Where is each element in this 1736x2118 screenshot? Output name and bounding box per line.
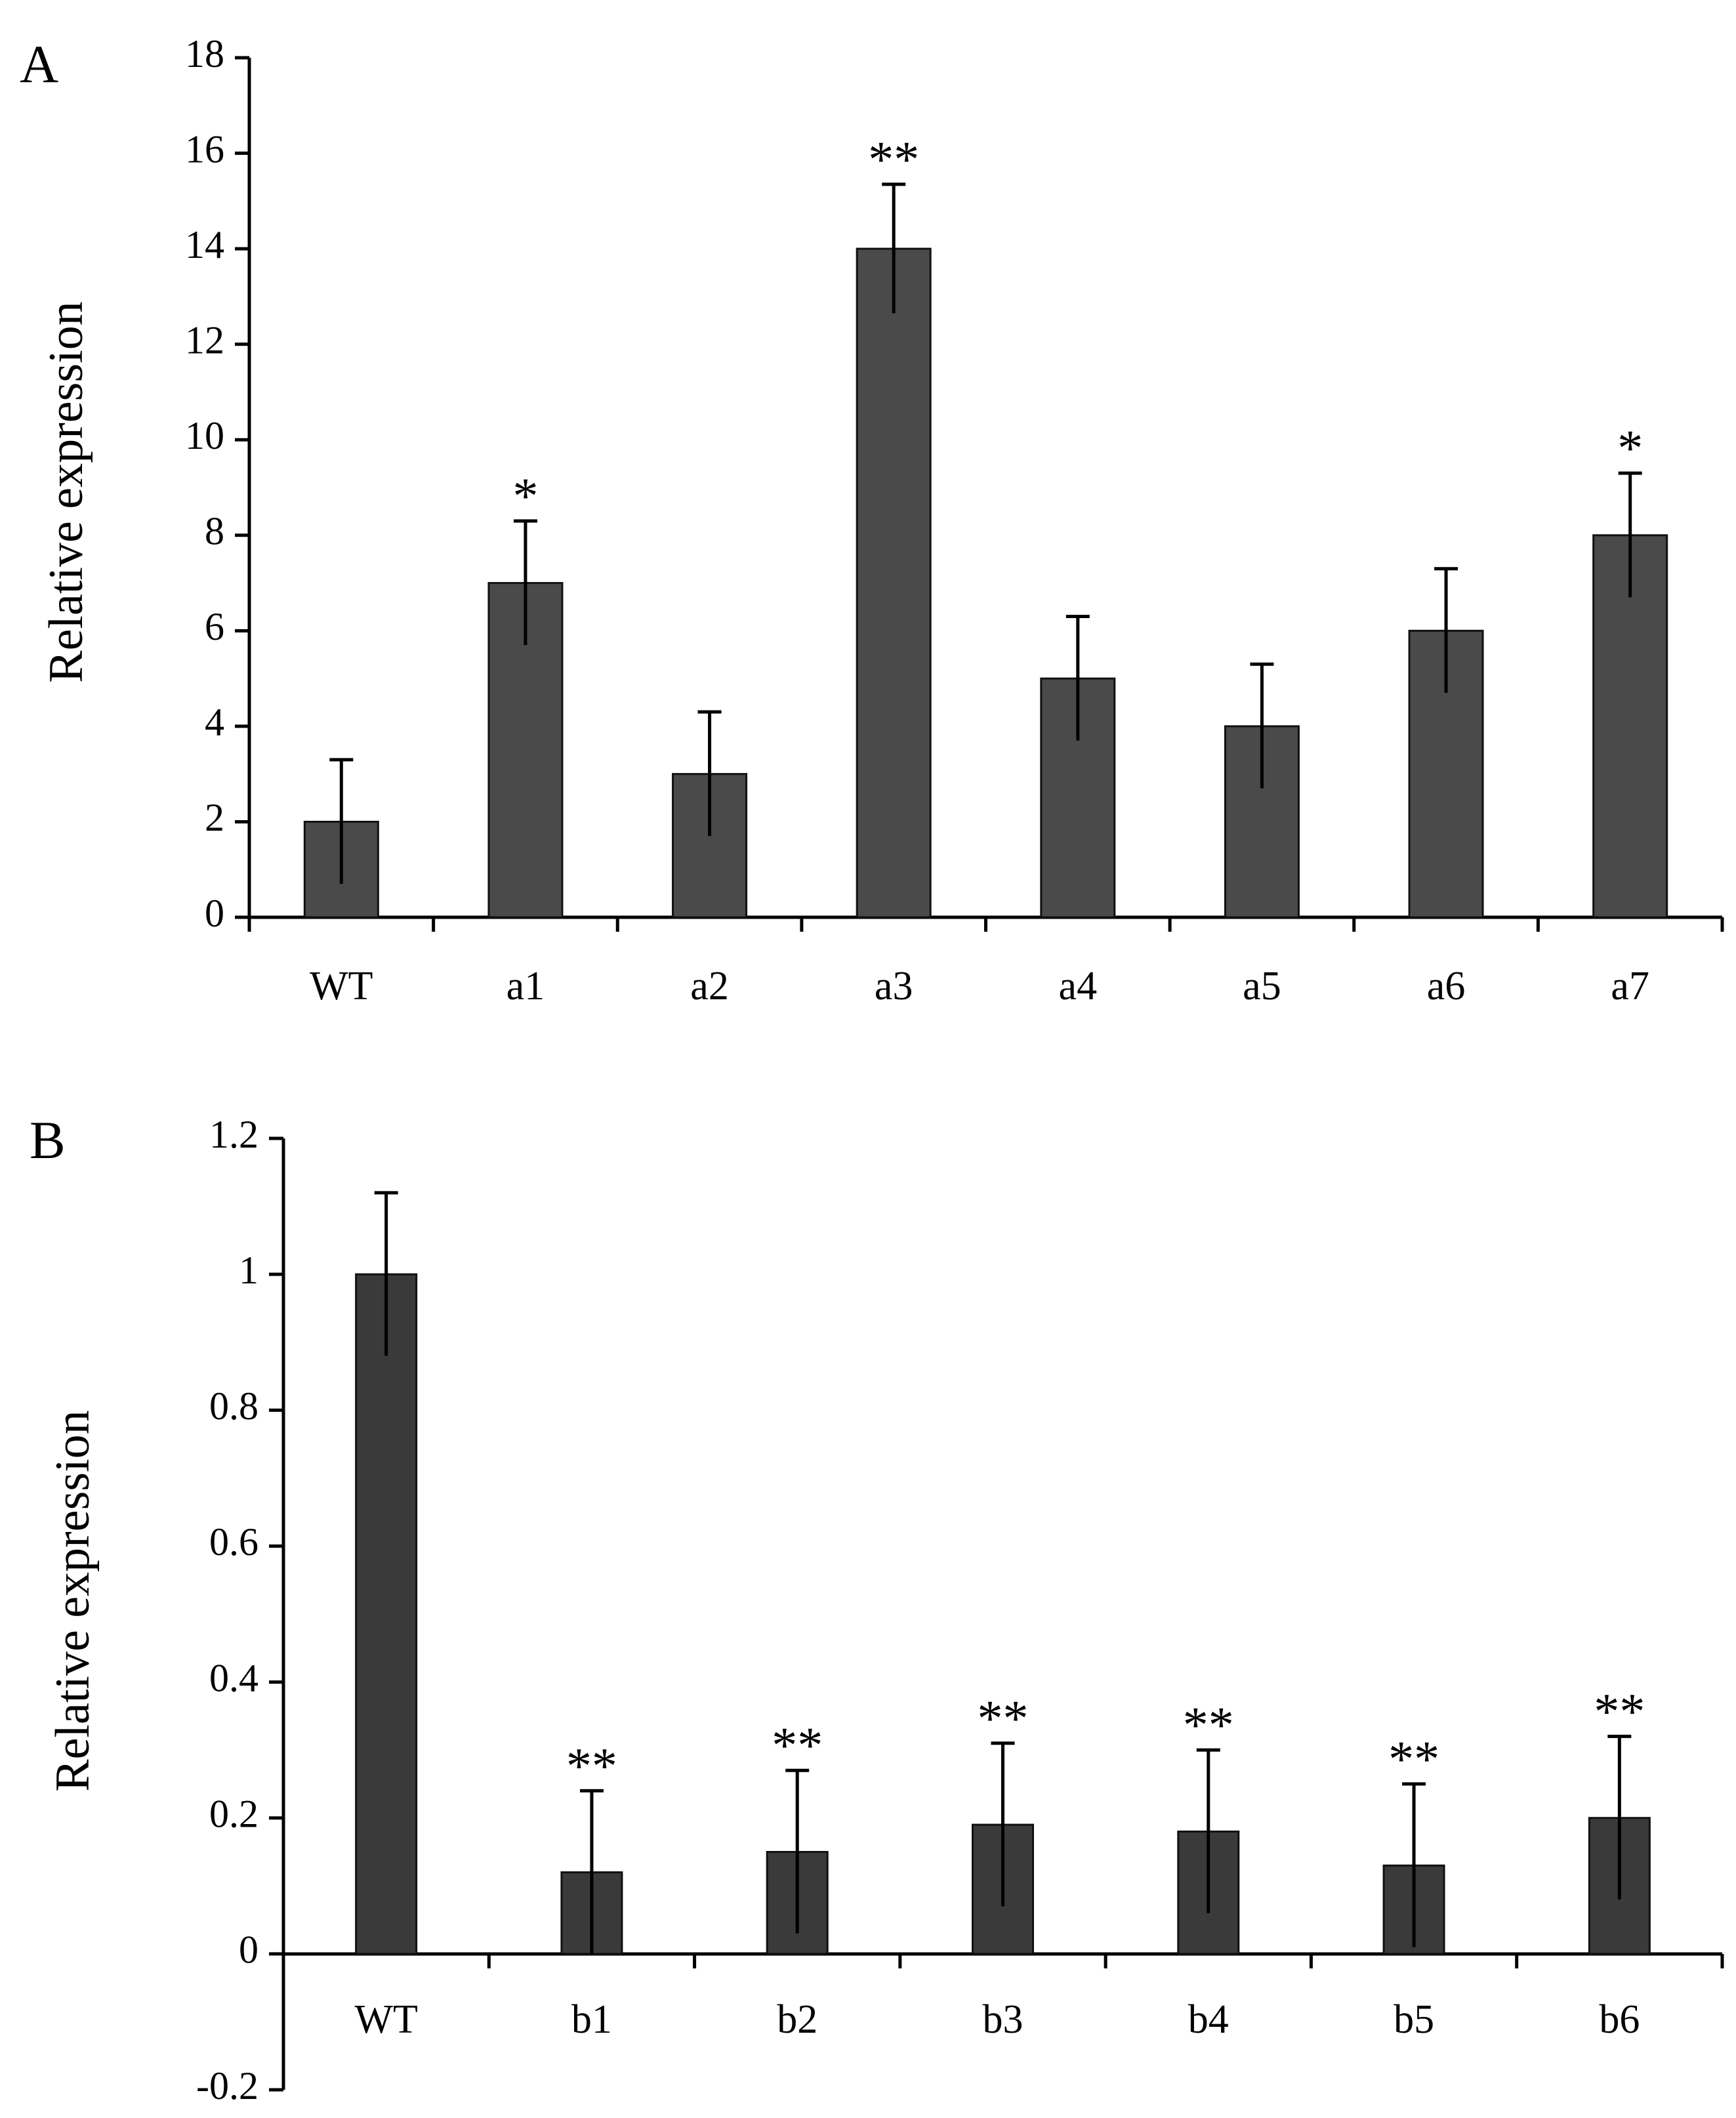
panel-a-bars bbox=[303, 247, 1668, 919]
panel-b-x-tick-label: b6 bbox=[1599, 1997, 1640, 2042]
panel-b-significance-marks: ** ** ** ** ** ** bbox=[566, 1682, 1645, 1794]
panel-b-y-tick-label: 1.2 bbox=[209, 1113, 258, 1156]
panel-b-significance-mark: ** bbox=[1594, 1682, 1645, 1739]
panel-b-y-tick-label: 0 bbox=[239, 1928, 258, 1972]
panel-a-label: A bbox=[20, 34, 58, 94]
panel-b-significance-mark: ** bbox=[978, 1690, 1029, 1747]
panel-b-y-ticks: -0.2 0 0.2 0.4 0.6 0.8 1 1.2 bbox=[196, 1113, 283, 2108]
panel-a-y-tick-label: 0 bbox=[205, 892, 224, 935]
panel-b-significance-mark: ** bbox=[566, 1737, 617, 1794]
panel-a-y-tick-label: 4 bbox=[205, 701, 224, 744]
panel-b-x-tick-label: b3 bbox=[983, 1997, 1023, 2042]
panel-a-y-tick-label: 10 bbox=[185, 414, 224, 457]
panel-a-significance-mark: * bbox=[512, 467, 538, 524]
panel-b-x-tick-label: b4 bbox=[1188, 1997, 1229, 2042]
panel-a-significance-mark: ** bbox=[868, 131, 919, 188]
panel-b-chart: B Relative expression -0.2 0 0.2 0.4 0.6 0.8 1… bbox=[30, 1110, 1724, 2108]
panel-a-error-bars bbox=[329, 182, 1642, 884]
panel-a-x-tick-label: a5 bbox=[1243, 964, 1281, 1008]
panel-a-bar bbox=[856, 247, 932, 919]
panel-a-y-tick-label: 6 bbox=[205, 605, 224, 648]
panel-a-y-ticks: 0 2 4 6 8 10 12 14 16 18 bbox=[185, 32, 249, 935]
panel-b-y-tick-label: 0.6 bbox=[209, 1520, 258, 1564]
panel-b-significance-mark: ** bbox=[1183, 1696, 1234, 1753]
panel-a-y-tick-label: 18 bbox=[185, 32, 224, 75]
panel-a-x-ticks: WT a1 a2 a3 a4 a5 a6 a7 bbox=[247, 917, 1724, 1008]
panel-a-axes bbox=[247, 58, 1722, 919]
panel-b-x-tick-label: WT bbox=[354, 1997, 417, 2042]
panel-b-bar bbox=[355, 1273, 418, 1955]
panel-b-significance-mark: ** bbox=[772, 1716, 823, 1774]
panel-b-x-tick-label: b2 bbox=[777, 1997, 817, 2042]
panel-a-significance-marks: **** bbox=[512, 131, 1643, 524]
panel-a-y-tick-label: 12 bbox=[185, 318, 224, 362]
panel-b-significance-mark: ** bbox=[1388, 1730, 1439, 1787]
panel-a-significance-mark: * bbox=[1617, 419, 1643, 476]
panel-a-x-tick-label: a4 bbox=[1059, 964, 1098, 1008]
panel-a-y-tick-label: 16 bbox=[185, 127, 224, 171]
panel-a-bar bbox=[1592, 534, 1668, 919]
panel-b-x-tick-label: b5 bbox=[1394, 1997, 1434, 2042]
panel-a-x-tick-label: WT bbox=[310, 964, 373, 1008]
panel-b-label: B bbox=[30, 1110, 66, 1170]
panel-b-bars bbox=[355, 1273, 1651, 1955]
panel-a-x-tick-label: a3 bbox=[875, 964, 913, 1008]
panel-b-y-tick-label: 0.2 bbox=[209, 1792, 258, 1835]
panel-b-x-tick-label: b1 bbox=[571, 1997, 612, 2042]
panel-a-y-tick-label: 2 bbox=[205, 796, 224, 839]
panel-b-y-tick-label: 0.4 bbox=[209, 1656, 258, 1699]
panel-a-x-tick-label: a6 bbox=[1427, 964, 1466, 1008]
panel-b-y-tick-label: -0.2 bbox=[196, 2064, 258, 2108]
panel-a-chart: A Relative expression 0 2 4 6 8 10 12 14 16 18 WT… bbox=[20, 32, 1724, 1008]
panel-a-x-tick-label: a2 bbox=[690, 964, 729, 1008]
panel-b-x-ticks: WT b1 b2 b3 b4 b5 b6 bbox=[281, 1954, 1724, 2042]
panel-b-y-axis-label: Relative expression bbox=[46, 1410, 100, 1792]
panel-b-y-tick-label: 0.8 bbox=[209, 1384, 258, 1428]
panel-a-y-tick-label: 8 bbox=[205, 510, 224, 553]
panel-b-y-tick-label: 1 bbox=[239, 1249, 258, 1292]
panel-b-error-bars bbox=[374, 1191, 1632, 1954]
panel-a-x-tick-label: a7 bbox=[1611, 964, 1649, 1008]
panel-a-y-axis-label: Relative expression bbox=[39, 301, 93, 683]
panel-a-y-tick-label: 14 bbox=[185, 223, 224, 266]
panel-a-x-tick-label: a1 bbox=[506, 964, 545, 1008]
